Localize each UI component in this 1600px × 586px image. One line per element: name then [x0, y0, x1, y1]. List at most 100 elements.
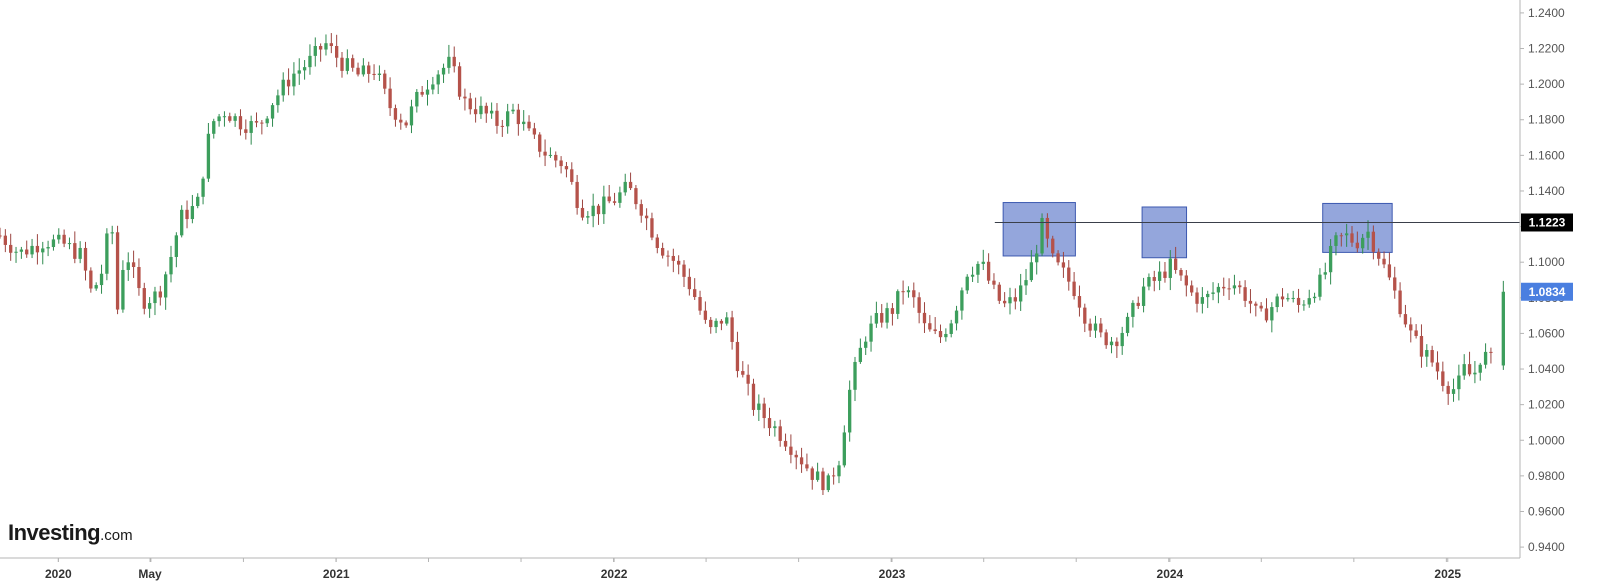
- candle-body: [260, 122, 264, 124]
- candle: [0, 227, 2, 239]
- candle: [1173, 246, 1178, 274]
- candle: [393, 104, 398, 127]
- candle-body: [1141, 286, 1146, 306]
- candle: [837, 460, 841, 484]
- candle: [1008, 287, 1012, 315]
- candle: [660, 242, 665, 259]
- candle-body: [885, 308, 889, 323]
- candle: [826, 473, 830, 493]
- candle: [233, 113, 237, 127]
- candle: [1430, 345, 1434, 367]
- candle-body: [3, 235, 8, 245]
- candle: [1077, 285, 1082, 317]
- candle-body: [922, 312, 927, 324]
- candle: [1168, 250, 1172, 291]
- candle: [794, 450, 798, 470]
- candle: [570, 162, 574, 185]
- x-tick-label: 2021: [323, 567, 350, 581]
- candle: [666, 250, 670, 267]
- candle: [992, 273, 996, 290]
- candle: [131, 250, 136, 278]
- candle-body: [714, 320, 718, 328]
- candle-body: [180, 209, 184, 236]
- candle: [1163, 261, 1167, 283]
- candle: [1398, 282, 1402, 318]
- candle-body: [158, 291, 162, 298]
- candle: [383, 69, 387, 95]
- candle-body: [115, 232, 120, 310]
- candle-body: [217, 116, 221, 122]
- candle: [67, 237, 72, 250]
- candle-body: [767, 418, 772, 429]
- candle-body: [917, 297, 921, 313]
- candle-body: [281, 79, 285, 96]
- candle: [880, 304, 884, 328]
- candle: [1435, 351, 1440, 380]
- candle-body: [570, 169, 574, 182]
- candle-body: [244, 129, 248, 133]
- candle: [874, 301, 879, 328]
- candle: [730, 310, 734, 350]
- candle: [1061, 251, 1066, 278]
- candle: [281, 72, 285, 102]
- candle: [153, 286, 157, 316]
- candle: [949, 319, 953, 338]
- candle-body: [372, 73, 376, 75]
- candle: [463, 88, 467, 111]
- candle-body: [1029, 262, 1034, 281]
- candle: [425, 79, 430, 106]
- candle-body: [1312, 296, 1317, 299]
- candle: [596, 203, 601, 225]
- candle-body: [1179, 270, 1183, 276]
- candle: [1478, 362, 1482, 381]
- candle: [1136, 296, 1140, 309]
- y-tick-label: 1.1000: [1528, 255, 1565, 269]
- candle-body: [1099, 323, 1103, 333]
- candle-body: [1377, 251, 1381, 259]
- candle: [1286, 293, 1290, 302]
- candle-body: [1414, 330, 1418, 336]
- candle: [1451, 378, 1456, 402]
- candle-body: [25, 249, 29, 255]
- candle-body: [30, 245, 34, 255]
- candle: [757, 394, 761, 421]
- candle: [372, 64, 376, 81]
- candle-body: [981, 261, 985, 264]
- candle: [864, 336, 868, 356]
- candle-body: [190, 206, 195, 220]
- candle: [3, 229, 8, 253]
- candle-body: [944, 333, 948, 338]
- candle-body: [169, 256, 173, 275]
- candle-body: [345, 58, 350, 71]
- candle-body: [896, 291, 900, 314]
- candle: [222, 111, 227, 127]
- candle: [586, 211, 590, 225]
- candle: [228, 112, 232, 123]
- candle-body: [810, 468, 814, 480]
- candle: [751, 378, 756, 416]
- candle-body: [580, 207, 585, 218]
- candle-body: [906, 290, 911, 293]
- candle: [196, 193, 200, 209]
- candle: [810, 466, 814, 490]
- candle: [607, 184, 611, 204]
- candle-body: [1232, 285, 1237, 289]
- candle: [302, 60, 307, 80]
- candle: [46, 240, 50, 257]
- candle-body: [495, 110, 499, 126]
- candle: [639, 199, 643, 223]
- candle-body: [612, 201, 617, 203]
- candle-body: [1355, 242, 1359, 249]
- candle: [682, 260, 686, 287]
- candle: [174, 232, 179, 268]
- candle: [1312, 292, 1317, 303]
- candle: [1131, 300, 1135, 328]
- candle-body: [880, 313, 884, 323]
- candle: [1109, 336, 1114, 354]
- candle: [57, 228, 61, 244]
- candle-body: [1393, 277, 1397, 291]
- candle-body: [826, 475, 830, 491]
- candle-body: [1077, 296, 1082, 308]
- candle: [137, 258, 141, 296]
- candle-body: [671, 255, 675, 261]
